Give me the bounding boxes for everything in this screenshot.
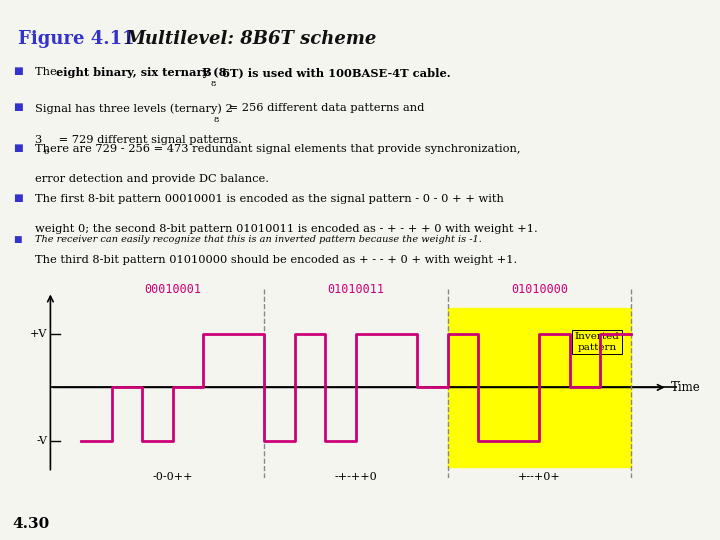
Text: 4.30: 4.30 [13, 517, 50, 531]
Text: ■: ■ [13, 144, 23, 153]
Text: The: The [35, 68, 60, 77]
Text: 8: 8 [213, 116, 218, 124]
Text: 01010011: 01010011 [328, 283, 384, 296]
Text: 8: 8 [211, 80, 216, 88]
Text: 3: 3 [35, 135, 42, 145]
Text: 00010001: 00010001 [144, 283, 201, 296]
Text: ■: ■ [13, 103, 23, 112]
Text: = 729 different signal patterns.: = 729 different signal patterns. [55, 135, 242, 145]
Text: There are 729 - 256 = 473 redundant signal elements that provide synchronization: There are 729 - 256 = 473 redundant sign… [35, 144, 520, 154]
Text: Figure 4.11: Figure 4.11 [18, 30, 135, 48]
Text: 6T) is used with 100BASE-4T cable.: 6T) is used with 100BASE-4T cable. [222, 68, 451, 78]
Text: The first 8-bit pattern 00010001 is encoded as the signal pattern - 0 - 0 + + wi: The first 8-bit pattern 00010001 is enco… [35, 194, 503, 204]
Text: eight binary, six ternary (8: eight binary, six ternary (8 [56, 68, 227, 78]
Text: -0-0++: -0-0++ [153, 471, 193, 482]
Text: ■: ■ [13, 235, 22, 244]
Text: ■: ■ [13, 194, 23, 203]
Text: -V: -V [36, 436, 48, 446]
Text: B: B [202, 68, 211, 78]
Text: The receiver can easily recognize that this is an inverted pattern because the w: The receiver can easily recognize that t… [35, 235, 482, 244]
Text: weight 0; the second 8-bit pattern 01010011 is encoded as - + - + + 0 with weigh: weight 0; the second 8-bit pattern 01010… [35, 224, 537, 234]
Text: The third 8-bit pattern 01010000 should be encoded as + - - + 0 + with weight +1: The third 8-bit pattern 01010000 should … [35, 254, 517, 265]
Text: 01010000: 01010000 [510, 283, 568, 296]
Text: Signal has three levels (ternary) 2: Signal has three levels (ternary) 2 [35, 103, 233, 113]
Text: -+-++0: -+-++0 [335, 471, 377, 482]
Text: 6: 6 [44, 147, 49, 156]
Text: ■: ■ [13, 68, 23, 77]
Text: +V: +V [30, 329, 48, 339]
Text: = 256 different data patterns and: = 256 different data patterns and [225, 103, 424, 113]
Text: Inverted
pattern: Inverted pattern [575, 333, 620, 352]
Text: error detection and provide DC balance.: error detection and provide DC balance. [35, 174, 269, 184]
Text: Multilevel: 8B6T scheme: Multilevel: 8B6T scheme [126, 30, 377, 48]
Text: Time: Time [671, 381, 701, 394]
Text: +--+0+: +--+0+ [518, 471, 561, 482]
